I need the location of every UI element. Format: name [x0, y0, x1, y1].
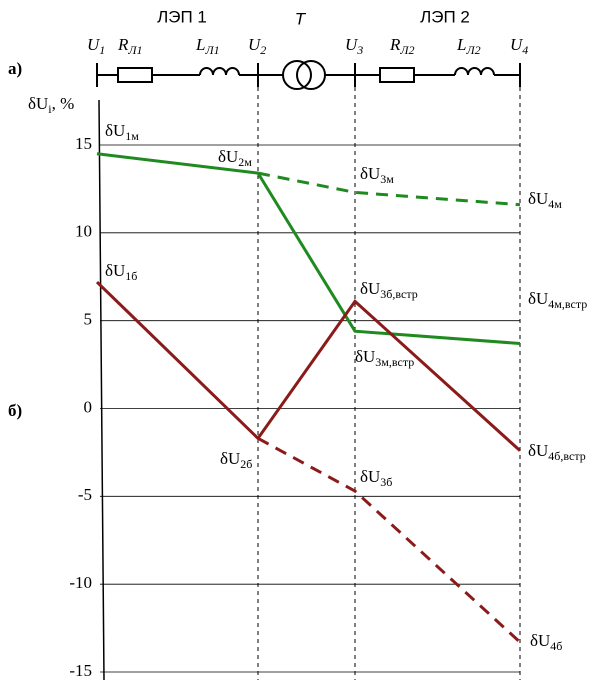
- label-main: δU: [528, 189, 548, 208]
- y-tick-label: 15: [75, 134, 92, 153]
- label-sub: 3б,встр: [380, 287, 417, 301]
- line2-label: ЛЭП 2: [420, 7, 470, 26]
- label-main: U: [248, 35, 262, 54]
- transformer-label: T: [295, 9, 307, 28]
- label-sub: 3: [356, 43, 363, 57]
- label-main: δU: [105, 121, 125, 140]
- label-main: δU: [28, 94, 48, 113]
- label-sub: 1б: [125, 269, 137, 283]
- label-sub: 4б: [550, 639, 562, 653]
- y-axis: [98, 99, 105, 681]
- label-main: δU: [530, 631, 550, 650]
- label-main: U: [510, 35, 524, 54]
- label-suffix: , %: [52, 94, 75, 113]
- y-tick-label: 5: [84, 310, 93, 329]
- label-sub: i: [48, 102, 52, 116]
- series-line: [257, 171, 521, 207]
- label: U4: [510, 35, 528, 57]
- label-main: δU: [360, 164, 380, 183]
- label: δU2б: [220, 449, 252, 471]
- y-tick-label: -5: [78, 485, 92, 504]
- label-main: R: [389, 35, 401, 54]
- label: LЛ1: [195, 35, 220, 57]
- label-main: R: [117, 35, 129, 54]
- scheme: [96, 60, 521, 90]
- label-main: L: [195, 35, 205, 54]
- label-main: δU: [528, 441, 548, 460]
- label: RЛ2: [389, 35, 415, 57]
- label: δU1м: [105, 121, 139, 143]
- label-sub: 3м: [380, 172, 394, 186]
- label: δU4м: [528, 189, 562, 211]
- label-main: δU: [220, 449, 240, 468]
- label-sub: Л1: [204, 43, 219, 57]
- label: δU3б,встр: [360, 279, 418, 301]
- label: LЛ2: [456, 35, 481, 57]
- label-sub: 4: [522, 43, 528, 57]
- label-main: δU: [360, 279, 380, 298]
- label-sub: 2м: [238, 155, 252, 169]
- label: δU2м: [218, 147, 252, 169]
- label: U2: [248, 35, 266, 57]
- series-line: [95, 280, 522, 452]
- series-line: [257, 437, 522, 644]
- label-sub: 4м: [548, 197, 562, 211]
- label-b: б): [8, 401, 22, 420]
- label-main: δU: [355, 347, 375, 366]
- series-line: [96, 152, 521, 345]
- label-sub: 1: [99, 43, 105, 57]
- y-tick-label: -10: [69, 573, 92, 592]
- label-main: U: [87, 35, 101, 54]
- label: RЛ1: [117, 35, 143, 57]
- label: δU3б: [360, 467, 392, 489]
- label-sub: 4б,встр: [548, 449, 585, 463]
- line1-label: ЛЭП 1: [157, 7, 207, 26]
- label-sub: 3м,встр: [375, 355, 414, 369]
- label-sub: 1м: [125, 129, 139, 143]
- label-sub: Л2: [465, 43, 480, 57]
- label: δU4м,встр: [528, 289, 587, 311]
- label: δU1б: [105, 261, 137, 283]
- label-main: δU: [105, 261, 125, 280]
- label-sub: 2: [260, 43, 266, 57]
- label-main: δU: [360, 467, 380, 486]
- label-sub: 3б: [380, 475, 392, 489]
- label-sub: Л1: [127, 43, 142, 57]
- label: δU4б,встр: [528, 441, 586, 463]
- y-tick-label: 0: [84, 397, 93, 416]
- label: U3: [345, 35, 363, 57]
- label-sub: 2б: [240, 457, 252, 471]
- label-main: U: [345, 35, 359, 54]
- label-a: а): [8, 59, 22, 78]
- label: δUi, %: [28, 94, 74, 116]
- label-main: δU: [528, 289, 548, 308]
- label: δU3м,встр: [355, 347, 414, 369]
- label: δU3м: [360, 164, 394, 186]
- y-tick-label: 10: [75, 222, 92, 241]
- label-sub: Л2: [399, 43, 414, 57]
- label: δU4б: [530, 631, 562, 653]
- label-sub: 4м,встр: [548, 297, 587, 311]
- label: U1: [87, 35, 105, 57]
- label-main: δU: [218, 147, 238, 166]
- y-tick-label: -15: [69, 661, 92, 680]
- label-main: L: [456, 35, 466, 54]
